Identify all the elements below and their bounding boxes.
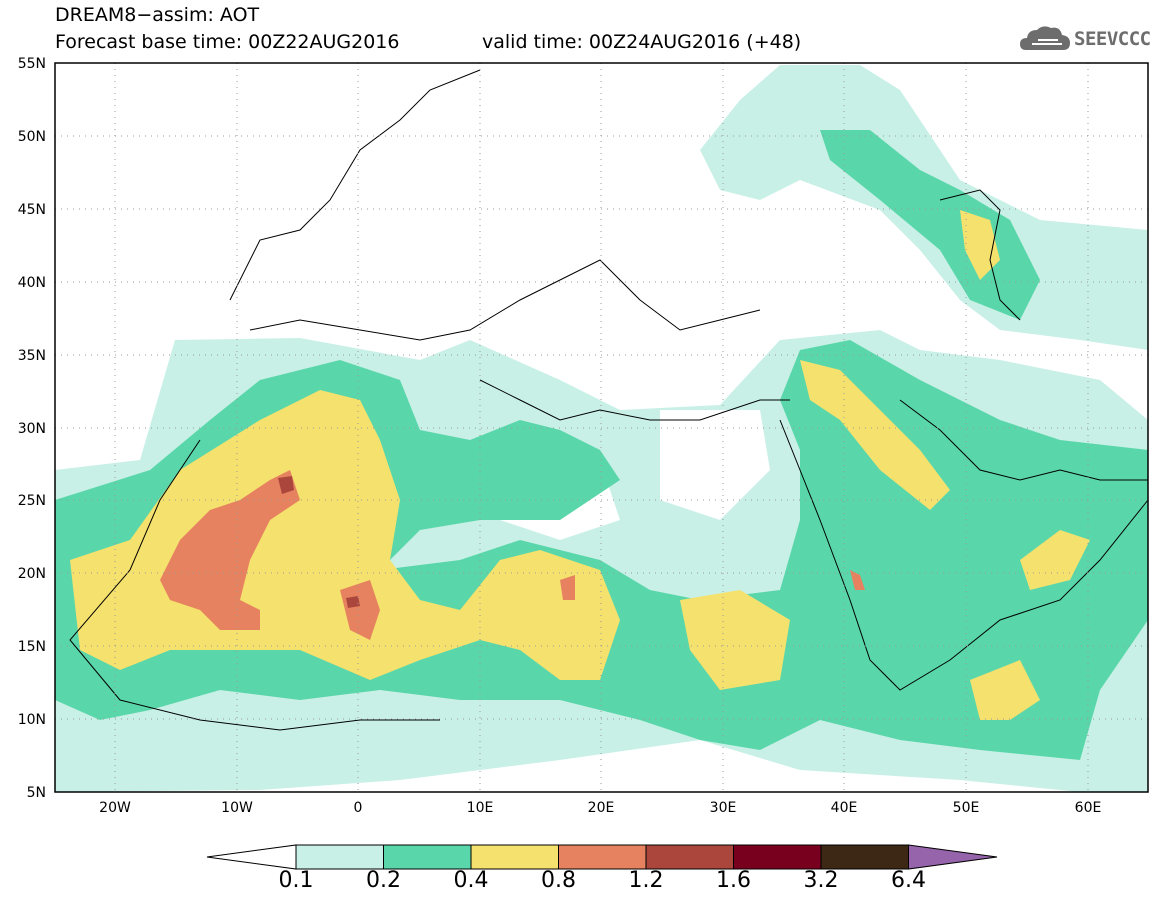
colorbar-segment bbox=[908, 844, 998, 870]
colorbar-label: 6.4 bbox=[891, 868, 926, 893]
logo-text: SEEVCCC bbox=[1074, 28, 1151, 50]
colorbar-label: 0.4 bbox=[453, 868, 489, 893]
colorbar-segment bbox=[295, 844, 384, 870]
colorbar-segment bbox=[206, 844, 297, 870]
lat-label: 30N bbox=[18, 421, 46, 437]
gridlines bbox=[55, 63, 1148, 792]
forecast-base-time: Forecast base time: 00Z22AUG2016 bbox=[55, 31, 400, 53]
lon-label: 30E bbox=[710, 800, 737, 816]
lat-label: 10N bbox=[18, 712, 46, 728]
lon-label: 50E bbox=[953, 800, 980, 816]
lon-label: 10E bbox=[467, 800, 494, 816]
colorbar-segment bbox=[470, 844, 559, 870]
colorbar-label: 0.2 bbox=[366, 868, 401, 893]
map-title: DREAM8−assim: AOT bbox=[55, 4, 260, 26]
colorbar-segment bbox=[820, 844, 909, 870]
lat-label: 55N bbox=[18, 56, 46, 72]
colorbar-label: 1.6 bbox=[716, 868, 751, 893]
map-frame bbox=[54, 62, 1149, 793]
coastlines bbox=[69, 69, 1148, 731]
cloud-icon bbox=[1020, 26, 1070, 50]
lon-label: 0 bbox=[354, 800, 363, 816]
lat-label: 15N bbox=[18, 639, 46, 655]
lat-label: 20N bbox=[18, 566, 46, 582]
colorbar-segment bbox=[383, 844, 472, 870]
lat-label: 25N bbox=[18, 493, 46, 509]
lat-label: 5N bbox=[27, 785, 46, 801]
lon-label: 40E bbox=[831, 800, 858, 816]
lon-label: 10W bbox=[221, 800, 253, 816]
lon-label: 20E bbox=[588, 800, 615, 816]
colorbar bbox=[206, 844, 998, 870]
lat-label: 35N bbox=[18, 348, 46, 364]
valid-time: valid time: 00Z24AUG2016 (+48) bbox=[482, 31, 802, 53]
colorbar-segment bbox=[733, 844, 822, 870]
lat-label: 50N bbox=[18, 129, 46, 145]
lat-label: 40N bbox=[18, 275, 46, 291]
colorbar-label: 0.1 bbox=[278, 868, 314, 893]
lon-label: 20W bbox=[99, 800, 131, 816]
colorbar-label: 0.8 bbox=[541, 868, 576, 893]
lat-label: 45N bbox=[18, 202, 46, 218]
colorbar-segment bbox=[645, 844, 734, 870]
colorbar-label: 3.2 bbox=[803, 868, 839, 893]
colorbar-segment bbox=[558, 844, 647, 870]
lon-label: 60E bbox=[1075, 800, 1102, 816]
colorbar-label: 1.2 bbox=[628, 868, 664, 893]
